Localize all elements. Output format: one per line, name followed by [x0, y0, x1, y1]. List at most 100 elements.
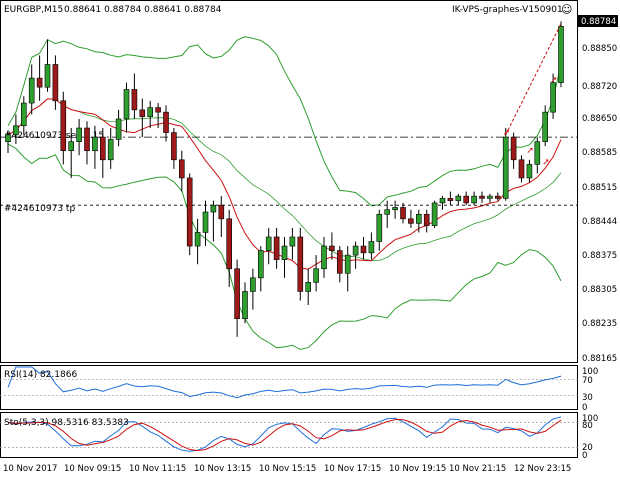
- candle-body: [423, 213, 430, 226]
- price-tick: 0.88444: [582, 217, 617, 227]
- candle-body: [550, 82, 556, 113]
- candle-body: [439, 198, 446, 204]
- time-tick: 10 Nov 21:15: [449, 464, 506, 474]
- candle-body: [107, 139, 114, 161]
- stochastic-signal-line: [7, 419, 562, 452]
- current-price-tag: [578, 15, 618, 27]
- stochastic-main-line: [7, 416, 562, 452]
- candle-body: [242, 291, 248, 319]
- price-tick: 0.88585: [582, 148, 617, 158]
- candle-body: [400, 207, 406, 220]
- candle-body: [218, 204, 225, 220]
- candle-body: [526, 164, 533, 179]
- candle-body: [210, 204, 217, 213]
- stoch-tick-100: 100: [582, 414, 598, 424]
- price-tick: 0.88850: [582, 44, 617, 54]
- main-panel-frame: [0, 0, 578, 363]
- candle-body: [84, 127, 90, 152]
- candle-body: [139, 109, 146, 117]
- candle-body: [36, 77, 43, 88]
- candle-body: [518, 159, 525, 179]
- candle-body: [321, 245, 327, 270]
- candle-body: [281, 245, 288, 260]
- time-tick: 10 Nov 2017: [3, 464, 57, 474]
- candle-body: [360, 245, 367, 254]
- trade-arrow-icon: ➚: [526, 146, 534, 156]
- rsi-label: RSI(14) 82.1866: [4, 370, 77, 380]
- candle-body: [431, 202, 438, 226]
- candle-body: [155, 107, 161, 113]
- rsi-panel-frame: [0, 365, 578, 410]
- candle-body: [76, 127, 82, 142]
- candle-body: [289, 236, 296, 247]
- candle-body: [202, 211, 209, 233]
- candle-body: [376, 213, 383, 242]
- candle-body: [297, 236, 304, 292]
- price-tick: 0.88650: [582, 114, 617, 124]
- trade-arrow-icon: ➚: [503, 128, 511, 138]
- candle-body: [479, 195, 485, 199]
- candle-body: [510, 136, 517, 161]
- stochastic-levels: [0, 422, 578, 448]
- candle-body: [368, 241, 375, 254]
- candle-body: [20, 102, 27, 127]
- candle-body: [352, 245, 359, 256]
- candle-body: [92, 136, 98, 152]
- stoch-panel-frame: [0, 412, 578, 458]
- candle-body: [60, 100, 67, 152]
- candle-body: [194, 232, 201, 247]
- expert-smiley-icon[interactable]: ☺: [561, 3, 572, 16]
- candle-body: [68, 141, 74, 152]
- price-tick: 0.88235: [582, 319, 617, 329]
- time-tick: 10 Nov 17:15: [324, 464, 381, 474]
- price-tick: 0.88375: [582, 251, 617, 261]
- rsi-levels: [0, 378, 578, 397]
- price-tick: 0.88305: [582, 285, 617, 295]
- candle-body: [257, 250, 264, 279]
- candle-body: [273, 236, 280, 260]
- candle-body: [131, 89, 138, 111]
- candle-body: [415, 213, 422, 224]
- middle-band-line: [7, 98, 562, 262]
- order-sell-label: #424610973 sell 0.15: [4, 131, 104, 141]
- trade-link-line: [505, 23, 562, 136]
- expert-name: IK-VPS-graphes-V150901: [452, 5, 563, 15]
- candle-body: [100, 136, 106, 161]
- candle-body: [463, 195, 470, 204]
- stoch-tick-0: 0: [582, 451, 587, 461]
- lower-band-line: [7, 143, 562, 350]
- rsi-tick-70: 70: [582, 376, 593, 386]
- candle-body: [471, 195, 477, 204]
- trade-arrow-icon: ➚: [542, 157, 550, 167]
- candle-body: [5, 134, 11, 142]
- candle-body: [384, 209, 391, 215]
- price-tick: 0.88165: [582, 354, 617, 364]
- candle-body: [313, 268, 319, 283]
- candle-body: [250, 277, 256, 292]
- time-axis: 10 Nov 2017 10 Nov 09:15 10 Nov 11:15 10…: [3, 464, 571, 474]
- bollinger-bands: [7, 36, 562, 350]
- rsi-line: [7, 366, 562, 399]
- trade-markers: ➚ ➚ ➚ ➚: [503, 23, 562, 167]
- time-tick: 10 Nov 13:15: [194, 464, 251, 474]
- candle-body: [336, 250, 343, 274]
- candle-body: [408, 218, 414, 224]
- candle-body: [186, 177, 193, 247]
- upper-band-line: [7, 36, 562, 207]
- candle-body: [171, 132, 177, 161]
- time-tick: 10 Nov 11:15: [129, 464, 186, 474]
- rsi-tick-30: 30: [582, 393, 593, 403]
- candles[interactable]: [5, 21, 564, 337]
- candle-body: [502, 136, 509, 199]
- time-tick: 10 Nov 09:15: [64, 464, 121, 474]
- candle-body: [13, 125, 19, 136]
- chart-ohlc: 0.88641 0.88784 0.88641 0.88784: [64, 5, 222, 15]
- time-tick: 12 Nov 23:15: [514, 464, 571, 474]
- stoch-tick-80: 80: [582, 421, 593, 431]
- candle-body: [494, 195, 501, 199]
- candle-body: [147, 107, 153, 117]
- candle-body: [44, 64, 51, 88]
- current-price-label: 0.88784: [581, 17, 616, 27]
